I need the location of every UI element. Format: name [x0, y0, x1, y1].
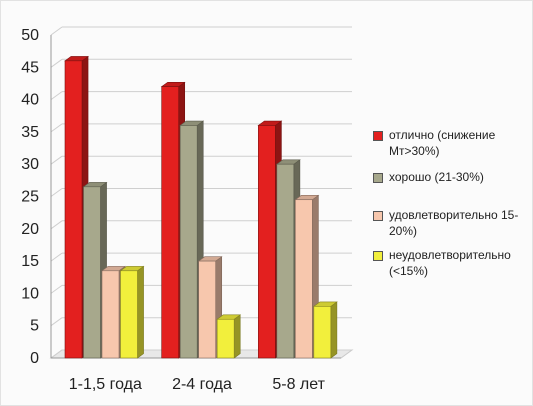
bar-side	[233, 314, 241, 359]
bar-front	[161, 86, 179, 359]
legend-item-unsatisfactory: неудовлетворительно (<15%)	[373, 247, 532, 279]
bar-front	[101, 270, 120, 359]
side-gridline	[50, 220, 63, 230]
bar-front	[120, 270, 138, 359]
legend-item-excellent: отлично (снижение Мт>30%)	[373, 127, 532, 159]
bar-front	[64, 60, 83, 359]
bar-front	[216, 318, 235, 359]
side-gridline	[50, 317, 63, 327]
y-tick-label: 10	[21, 285, 39, 302]
y-tick-label: 0	[30, 350, 39, 367]
bar-front	[179, 125, 198, 359]
side-gridline	[50, 252, 63, 262]
legend-swatch	[373, 251, 383, 261]
x-category-label: 5-8 лет	[272, 376, 325, 393]
legend-label: отлично (снижение Мт>30%)	[389, 128, 496, 158]
y-tick-label: 25	[21, 189, 39, 206]
y-tick-label: 15	[21, 253, 39, 270]
legend-label: неудовлетворительно (<15%)	[389, 248, 511, 278]
y-tick-label: 50	[21, 27, 39, 44]
bar	[216, 314, 242, 359]
side-gridline	[50, 155, 63, 165]
side-gridline	[50, 26, 63, 36]
bar-side	[137, 265, 144, 359]
y-tick-label: 20	[21, 221, 39, 238]
side-gridline	[50, 58, 63, 68]
side-gridline	[50, 123, 63, 133]
bar-front	[295, 199, 313, 359]
legend-swatch	[373, 173, 383, 183]
x-axis-categories: 1-1,5 года 2-4 года 5-8 лет	[69, 376, 326, 393]
y-tick-label: 30	[21, 156, 39, 173]
y-axis-ticks: 0 5 10 15 20 25 30 35 40 45 50	[21, 27, 39, 367]
bars	[64, 55, 338, 359]
bar	[312, 301, 338, 359]
bar-front	[83, 186, 101, 359]
side-gridline	[50, 284, 63, 294]
y-tick-label: 35	[21, 124, 39, 141]
bar-front	[313, 306, 332, 359]
legend-label: хорошо (21-30%)	[389, 170, 484, 184]
bar	[119, 265, 145, 359]
side-gridline	[50, 188, 63, 197]
legend-label: удовлетворительно 15-20%)	[389, 208, 519, 238]
y-tick-label: 5	[30, 318, 39, 335]
y-tick-label: 45	[21, 59, 39, 76]
x-category-label: 1-1,5 года	[69, 376, 142, 393]
legend-swatch	[373, 131, 383, 141]
bar-front	[198, 260, 216, 359]
y-tick-label: 40	[21, 92, 39, 109]
x-category-label: 2-4 года	[172, 376, 232, 393]
side-gridline	[50, 349, 63, 359]
bar-front	[258, 125, 276, 359]
legend-item-satisfactory: удовлетворительно 15-20%)	[373, 207, 532, 239]
bar-side	[330, 301, 338, 359]
legend-item-good: хорошо (21-30%)	[373, 169, 532, 185]
side-gridline	[50, 91, 63, 101]
legend-swatch	[373, 211, 383, 221]
bar-front	[276, 163, 295, 359]
